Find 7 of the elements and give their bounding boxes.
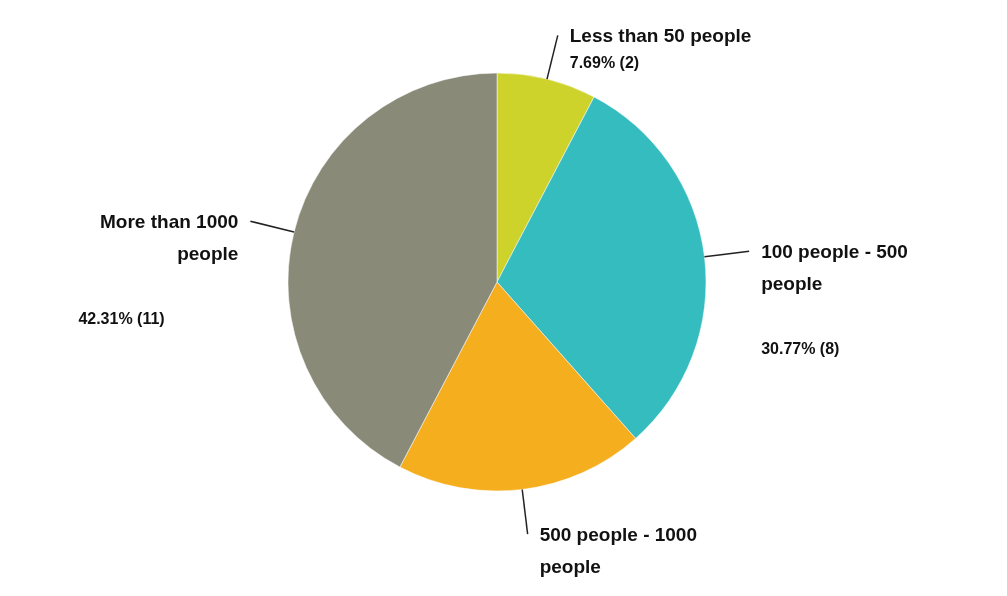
slice-label: 100 people - 500 people <box>761 241 908 295</box>
data-label: 30.77% (8) <box>761 340 840 358</box>
data-label: 7.69% (2) <box>569 54 640 72</box>
slice-label: 500 people - 1000 people <box>539 524 698 578</box>
data-label: 42.31% (11) <box>78 310 165 328</box>
slice-label: More than 1000 people <box>100 211 239 265</box>
slice-label: Less than 50 people <box>569 25 752 47</box>
